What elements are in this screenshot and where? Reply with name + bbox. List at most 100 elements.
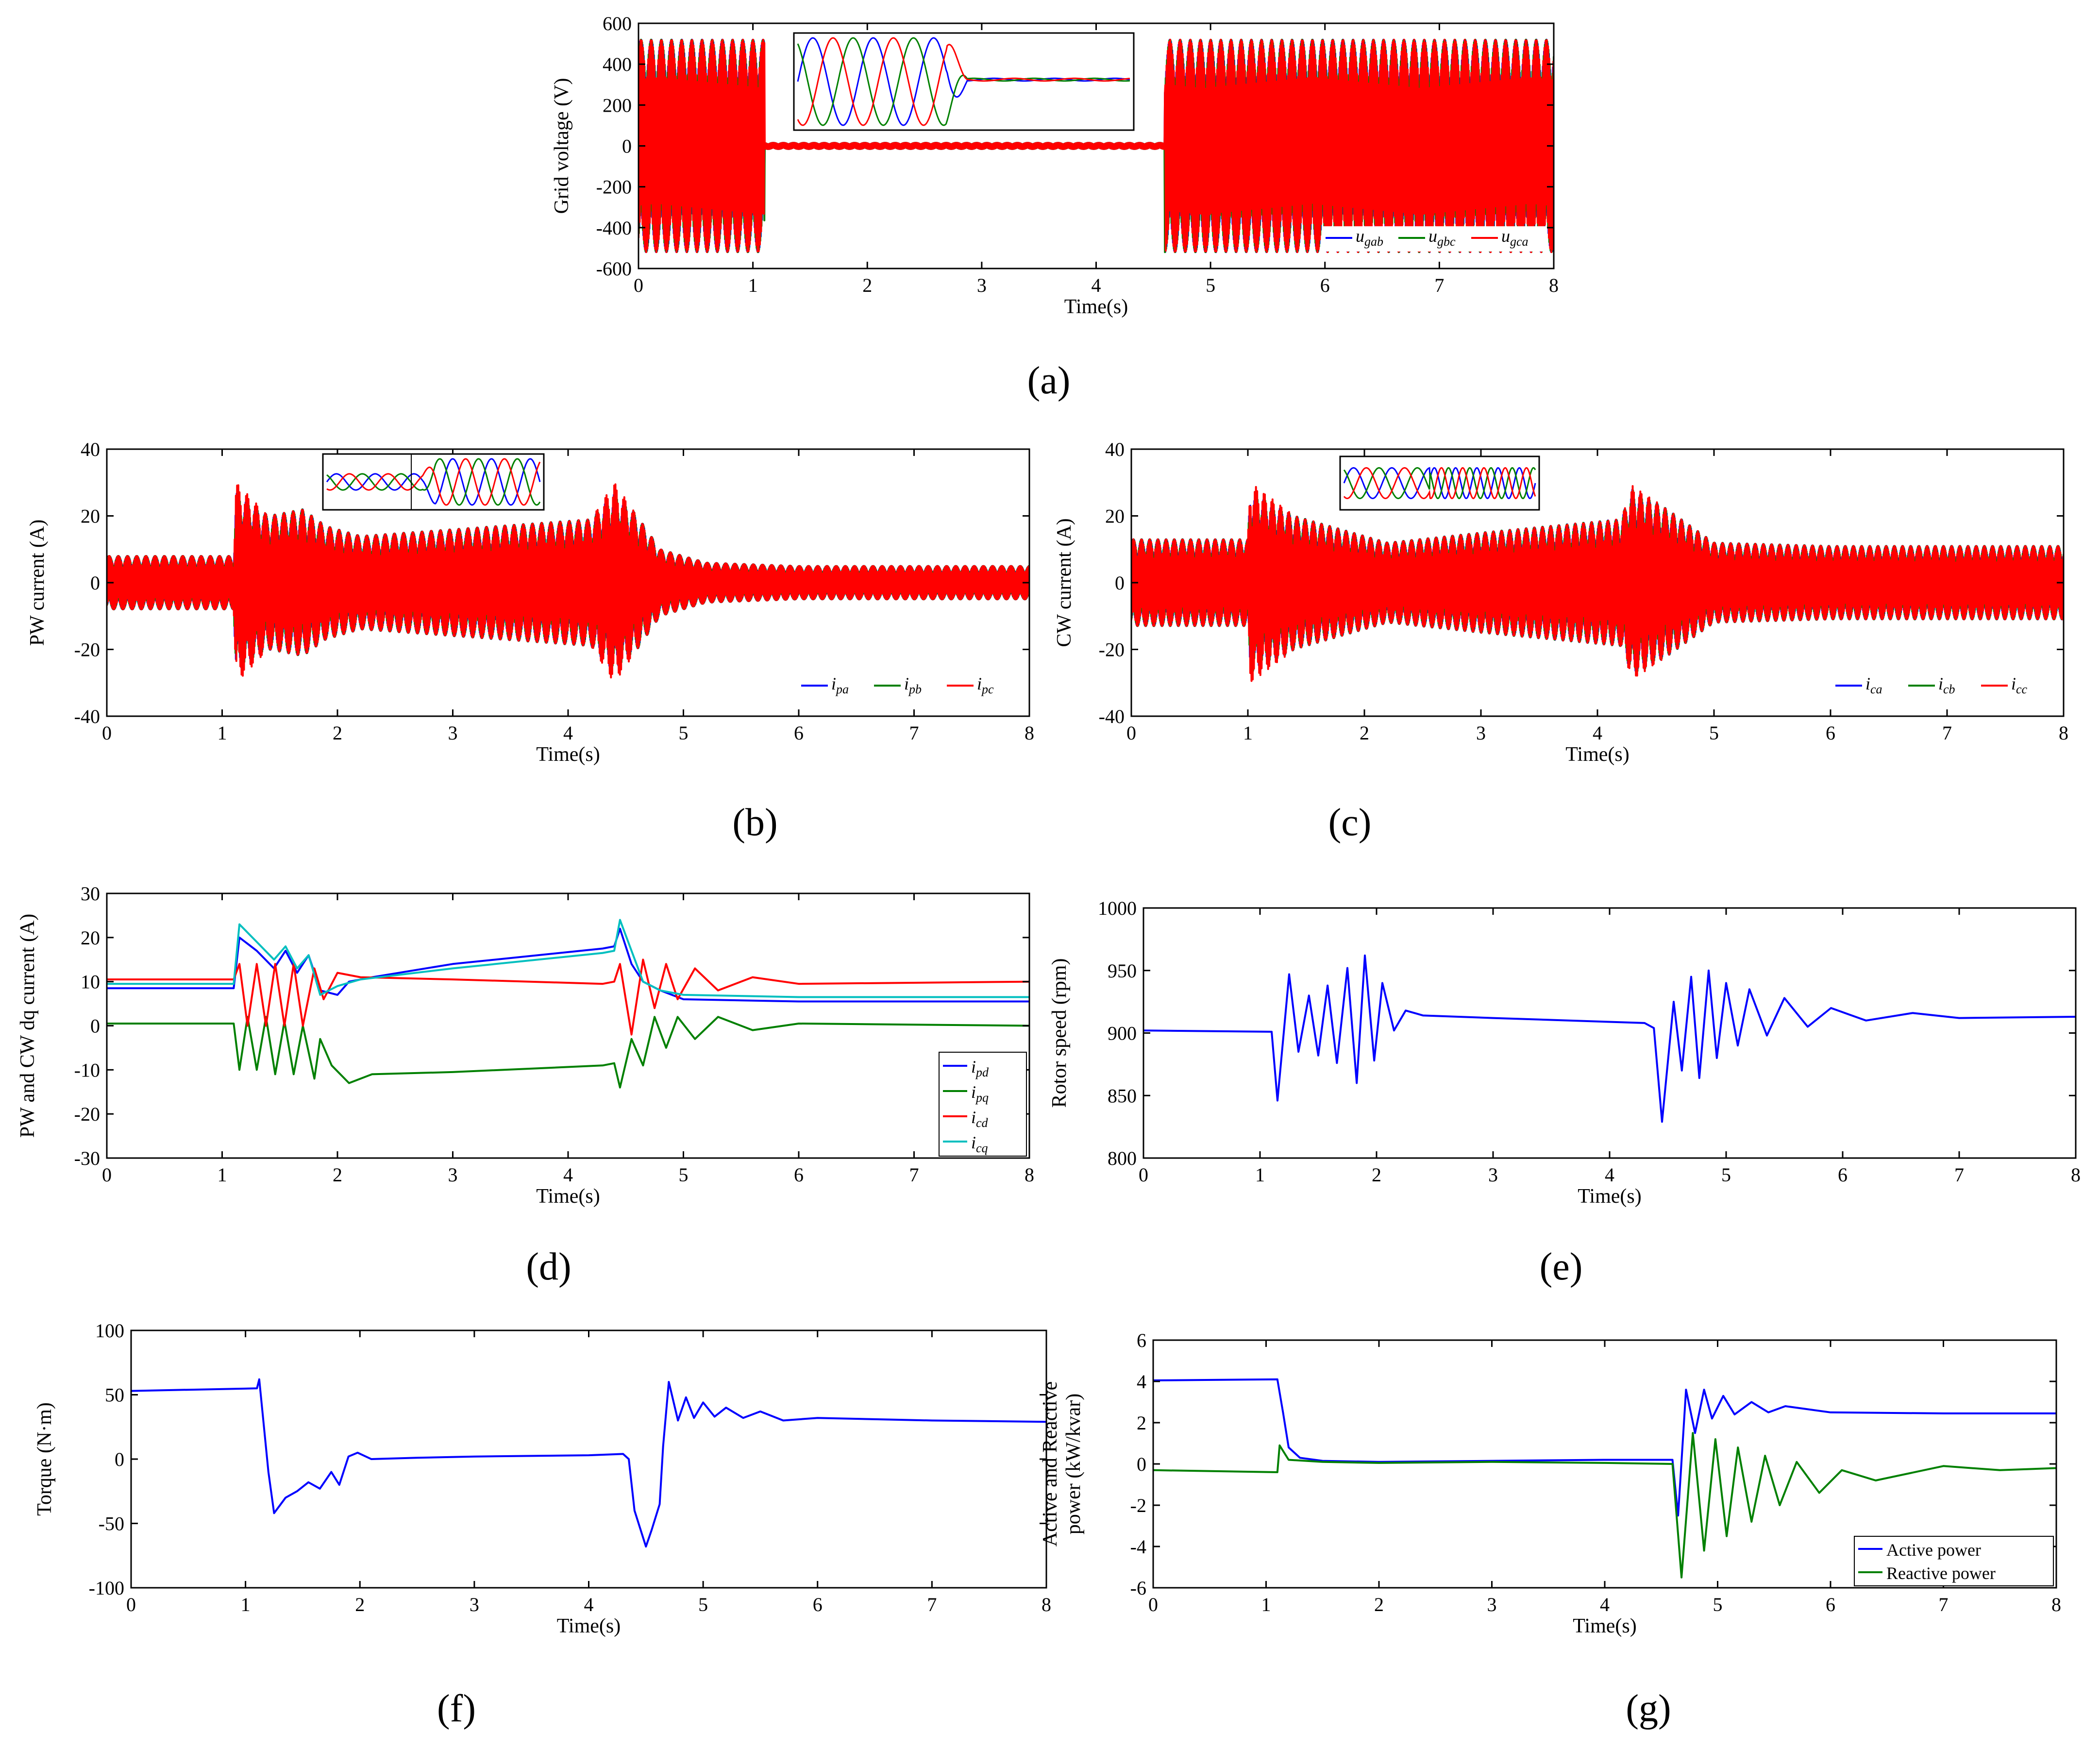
y-tick-label: 20 <box>81 927 100 949</box>
x-tick-label: 3 <box>1487 1594 1497 1615</box>
x-tick-label: 8 <box>1549 274 1559 296</box>
legend-entry: ugbc <box>1428 226 1456 249</box>
legend-entry: ipa <box>831 674 849 696</box>
legend-entry: icd <box>971 1108 989 1130</box>
x-axis-label: Time(s) <box>1578 1185 1641 1208</box>
legend-bg <box>797 674 1022 699</box>
legend-entry: Active power <box>1886 1540 1981 1560</box>
plot-area <box>131 1378 1046 1548</box>
y-tick-label: 850 <box>1108 1085 1137 1107</box>
series-i_pd <box>107 927 1029 1003</box>
legend-entry: Reactive power <box>1886 1563 1996 1583</box>
x-tick-label: 2 <box>1360 722 1369 744</box>
x-tick-label: 3 <box>448 1164 458 1186</box>
chart-panel-d: 0 1 2 3 4 5 6 7 8 30 20 10 0 -10 -20 -30 Time(s) PW and C… <box>17 883 1034 1288</box>
x-tick-label: 5 <box>1713 1594 1723 1615</box>
x-tick-label: 8 <box>2059 722 2068 744</box>
y-tick-label: 800 <box>1108 1147 1137 1169</box>
plot-area <box>1153 1378 2056 1579</box>
series-i_pq <box>107 1016 1029 1089</box>
x-tick-label: 4 <box>1092 274 1101 296</box>
x-tick-label: 4 <box>1605 1164 1614 1186</box>
legend-entry: ipb <box>904 674 922 696</box>
legend-box <box>939 1052 1027 1157</box>
axes-frame <box>130 1329 1047 1589</box>
x-tick-label: 6 <box>794 1164 804 1186</box>
y-axis-label: Active and Reactivepower (kW/kvar) <box>1039 1381 1085 1547</box>
legend-entry: ugca <box>1501 226 1529 249</box>
x-tick-label: 7 <box>1942 722 1952 744</box>
x-tick-label: 8 <box>1025 722 1034 744</box>
x-tick-label: 0 <box>1148 1594 1158 1615</box>
y-tick-label: 900 <box>1108 1023 1137 1044</box>
y-axis-label: PW current (A) <box>26 520 49 646</box>
y-tick-label: 10 <box>81 971 100 993</box>
x-axis-label: Time(s) <box>1565 743 1629 766</box>
x-tick-label: 6 <box>794 722 804 744</box>
x-axis-label: Time(s) <box>1573 1615 1636 1637</box>
y-tick-label: 4 <box>1137 1371 1146 1393</box>
panel-caption: (c) <box>1328 801 1372 844</box>
x-tick-label: 1 <box>218 722 227 744</box>
y-tick-label: -2 <box>1130 1495 1146 1516</box>
y-tick-label: -200 <box>596 176 632 198</box>
y-tick-label: 0 <box>1137 1453 1146 1475</box>
x-tick-label: 4 <box>563 1164 573 1186</box>
x-axis-label: Time(s) <box>536 1185 600 1208</box>
x-axis-label: Time(s) <box>536 743 600 766</box>
legend-bg <box>1831 674 2056 699</box>
series-u_gca <box>638 38 1554 253</box>
inset-trace <box>797 37 1130 126</box>
legend-box <box>1854 1536 2054 1586</box>
plot-area <box>1143 954 2076 1123</box>
x-tick-label: 0 <box>634 274 643 296</box>
x-tick-label: 3 <box>1476 722 1486 744</box>
y-axis-label: PW and CW dq current (A) <box>17 914 39 1138</box>
series-i_cq <box>107 919 1029 998</box>
y-tick-label: 20 <box>1105 505 1125 527</box>
y-tick-label: -30 <box>74 1147 100 1169</box>
x-tick-label: 2 <box>1372 1164 1381 1186</box>
inset-trace <box>1343 467 1536 500</box>
x-tick-label: 6 <box>1826 1594 1835 1615</box>
x-tick-label: 5 <box>679 1164 689 1186</box>
y-tick-label: -4 <box>1130 1536 1146 1558</box>
x-tick-label: 8 <box>1042 1594 1051 1615</box>
chart-panel-a: 0 1 2 3 4 5 6 7 8 600 400 200 0 -200 -400 -600 Time(s) Gr… <box>551 13 1559 402</box>
y-axis-label: Torque (N·m) <box>34 1402 56 1516</box>
inset-trace <box>1343 467 1536 500</box>
legend-entry: icc <box>2011 674 2028 696</box>
x-tick-label: 5 <box>1709 722 1719 744</box>
y-tick-label: -600 <box>596 258 632 280</box>
x-tick-label: 5 <box>698 1594 708 1615</box>
y-tick-label: 0 <box>90 1015 100 1037</box>
legend-entry: ipq <box>971 1082 989 1105</box>
y-tick-label: 400 <box>603 53 632 75</box>
panel-caption: (a) <box>1027 359 1071 402</box>
y-tick-label: 600 <box>603 13 632 34</box>
panel-caption: (g) <box>1626 1687 1671 1730</box>
x-tick-label: 7 <box>1434 274 1444 296</box>
y-tick-label: 0 <box>115 1448 124 1470</box>
legend-entry: icb <box>1938 674 1955 696</box>
inset-trace <box>1343 467 1536 500</box>
series-active-power <box>1153 1378 2056 1517</box>
y-tick-label: 20 <box>81 505 100 527</box>
x-tick-label: 3 <box>977 274 987 296</box>
y-tick-label: -50 <box>99 1513 124 1535</box>
series-i_cd <box>107 958 1029 1036</box>
x-tick-label: 4 <box>584 1594 594 1615</box>
legend-entry: icq <box>971 1133 988 1155</box>
y-tick-label: 40 <box>1105 438 1125 460</box>
x-tick-label: 5 <box>679 722 689 744</box>
x-tick-label: 8 <box>1025 1164 1034 1186</box>
chart-panel-e: 0 1 2 3 4 5 6 7 8 1000 950 900 850 800 Time(s) Rotor sp… <box>1048 897 2081 1288</box>
y-tick-label: 950 <box>1108 960 1137 982</box>
x-tick-label: 3 <box>448 722 458 744</box>
y-tick-label: 30 <box>81 883 100 905</box>
legend-entry: ica <box>1865 674 1882 696</box>
x-tick-label: 1 <box>1243 722 1253 744</box>
series-i_cc <box>1131 485 2064 682</box>
x-tick-label: 5 <box>1721 1164 1731 1186</box>
